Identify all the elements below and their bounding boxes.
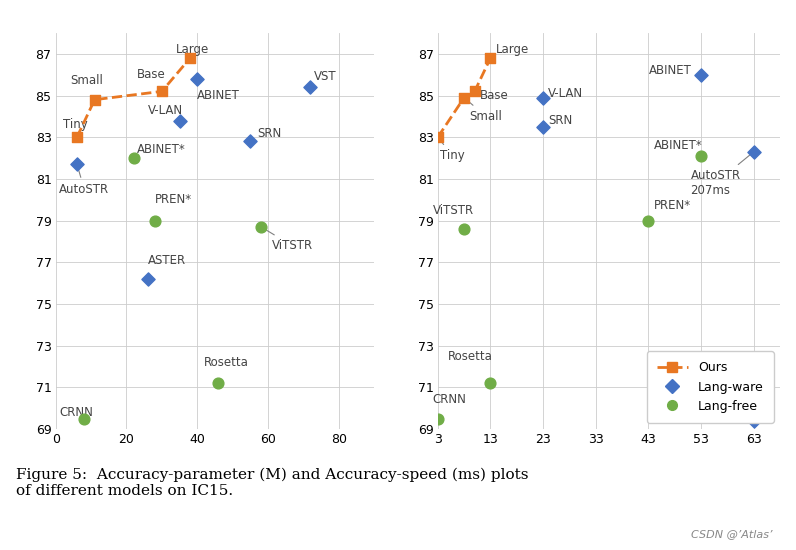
Point xyxy=(458,93,470,102)
Point xyxy=(184,53,197,62)
Point xyxy=(304,83,317,92)
Point xyxy=(88,95,101,104)
Point xyxy=(142,274,154,283)
Text: ABINET*: ABINET* xyxy=(654,139,702,152)
Text: ABINET: ABINET xyxy=(649,64,698,77)
Text: Base: Base xyxy=(137,68,166,81)
Point xyxy=(458,224,470,233)
Text: Large: Large xyxy=(176,43,209,56)
Point xyxy=(431,414,444,423)
Point xyxy=(537,123,549,131)
Point xyxy=(642,216,655,225)
Text: Rosetta: Rosetta xyxy=(205,356,249,369)
Text: Small: Small xyxy=(70,74,103,87)
Point xyxy=(78,414,91,423)
Text: Figure 5:  Accuracy-parameter (M) and Accuracy-speed (ms) plots
of different mod: Figure 5: Accuracy-parameter (M) and Acc… xyxy=(16,468,529,498)
Text: ABINET: ABINET xyxy=(197,89,240,102)
Text: ASTER: ASTER xyxy=(148,254,185,267)
Point xyxy=(155,87,168,96)
Point xyxy=(695,70,708,79)
Point xyxy=(148,216,161,225)
Point xyxy=(484,379,497,388)
Text: AutoSTR: AutoSTR xyxy=(59,167,109,196)
Text: AutoSTR
207ms: AutoSTR 207ms xyxy=(691,153,751,197)
Point xyxy=(255,222,267,231)
Point xyxy=(71,160,84,169)
Text: ViTSTR: ViTSTR xyxy=(432,204,474,217)
Text: PREN*: PREN* xyxy=(654,200,691,212)
Text: ViTSTR: ViTSTR xyxy=(263,228,313,252)
Text: SAR: SAR xyxy=(712,406,736,419)
Point xyxy=(191,74,204,83)
Point xyxy=(537,93,549,102)
Point xyxy=(747,147,760,156)
Text: ABINET*: ABINET* xyxy=(137,143,185,156)
Text: V-LAN: V-LAN xyxy=(148,103,183,117)
Point xyxy=(468,87,481,96)
Text: Small: Small xyxy=(466,100,502,123)
Legend: Ours, Lang-ware, Lang-free: Ours, Lang-ware, Lang-free xyxy=(647,351,774,423)
Text: PREN*: PREN* xyxy=(154,193,192,206)
Text: SRN: SRN xyxy=(548,114,572,127)
Point xyxy=(71,133,84,141)
Point xyxy=(212,379,224,388)
Text: VST: VST xyxy=(314,70,337,83)
Text: CSDN @’Atlas’: CSDN @’Atlas’ xyxy=(691,529,772,539)
Text: V-LAN: V-LAN xyxy=(548,87,583,100)
Text: Rosetta: Rosetta xyxy=(448,350,494,362)
Text: Large: Large xyxy=(496,43,529,56)
Text: Tiny: Tiny xyxy=(439,139,465,162)
Text: SRN: SRN xyxy=(257,126,282,140)
Point xyxy=(431,133,444,141)
Text: CRNN: CRNN xyxy=(432,393,466,406)
Text: Tiny: Tiny xyxy=(63,118,88,137)
Point xyxy=(127,153,140,162)
Point xyxy=(695,152,708,161)
Point xyxy=(174,116,186,125)
Text: CRNN: CRNN xyxy=(59,406,93,419)
Point xyxy=(484,53,497,62)
Point xyxy=(747,416,760,425)
Text: Base: Base xyxy=(480,89,509,102)
Point xyxy=(244,137,256,146)
